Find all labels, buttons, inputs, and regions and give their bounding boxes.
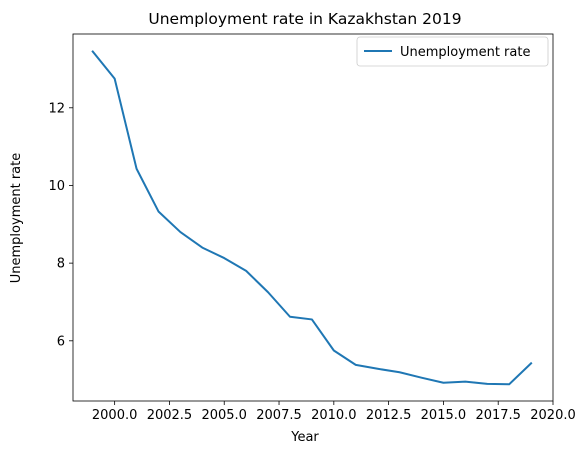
x-tick-label: 2002.5 xyxy=(147,408,193,423)
legend: Unemployment rate xyxy=(356,36,549,67)
x-tick-label: 2012.5 xyxy=(366,408,412,423)
chart-title: Unemployment rate in Kazakhstan 2019 xyxy=(148,10,461,28)
plot-area xyxy=(91,50,533,386)
y-tick-label: 12 xyxy=(48,101,65,116)
legend-box xyxy=(356,36,549,67)
x-tick-label: 2000.0 xyxy=(92,408,138,423)
x-tick-label: 2007.5 xyxy=(256,408,302,423)
series-line-unemployment-rate xyxy=(91,50,533,386)
y-axis-label: Unemployment rate xyxy=(9,153,24,283)
x-tick-label: 2017.5 xyxy=(475,408,521,423)
x-axis-label: Year xyxy=(290,430,319,445)
axis-ticks: 2000.0 2002.5 2005.0 2007.5 2010.0 2012.5 2015… xyxy=(48,101,575,423)
legend-label-unemployment-rate: Unemployment rate xyxy=(400,45,530,60)
x-tick-label: 2020.0 xyxy=(530,408,576,423)
x-tick-label: 2015.0 xyxy=(421,408,467,423)
x-tick-label: 2005.0 xyxy=(201,408,247,423)
x-tick-label: 2010.0 xyxy=(311,408,357,423)
y-tick-label: 8 xyxy=(57,257,65,272)
y-tick-label: 10 xyxy=(48,179,65,194)
y-tick-label: 6 xyxy=(57,334,65,349)
plot-frame xyxy=(72,33,554,402)
